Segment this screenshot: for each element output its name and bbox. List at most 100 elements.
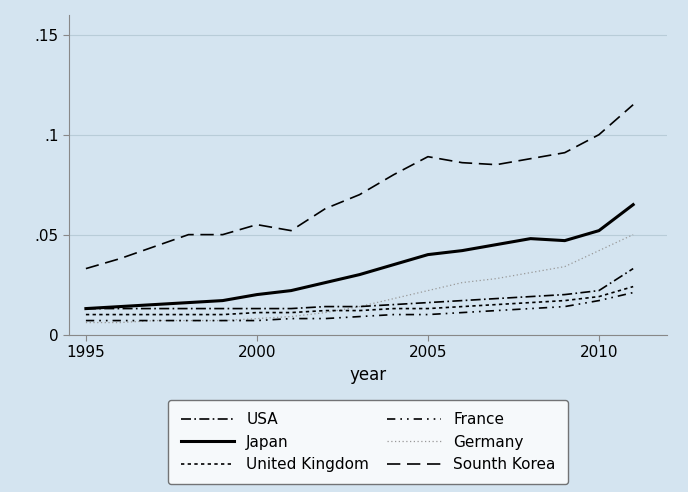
Sounth Korea [116,256,125,262]
Japan [219,298,227,304]
Line: Germany: Germany [86,235,633,323]
Line: Japan: Japan [86,205,633,308]
France [458,309,466,315]
Line: France: France [86,293,633,321]
Sounth Korea [458,160,466,166]
United Kingdom [82,311,90,317]
France [561,304,569,309]
Japan [116,304,125,309]
United Kingdom [629,283,637,289]
Sounth Korea [219,232,227,238]
France [116,318,125,324]
USA [424,300,432,306]
X-axis label: year: year [350,366,387,384]
United Kingdom [389,306,398,311]
Germany [219,318,227,324]
USA [82,306,90,311]
USA [184,306,193,311]
Sounth Korea [252,222,261,228]
USA [116,306,125,311]
Germany [252,316,261,322]
Japan [526,236,535,242]
France [252,318,261,324]
USA [287,306,295,311]
Germany [389,296,398,302]
Sounth Korea [287,228,295,234]
United Kingdom [287,309,295,315]
Japan [424,251,432,257]
France [389,311,398,317]
United Kingdom [252,309,261,315]
France [82,318,90,324]
USA [629,266,637,272]
Germany [184,318,193,324]
Sounth Korea [424,154,432,159]
Japan [389,262,398,268]
Sounth Korea [321,206,330,212]
USA [150,306,158,311]
Germany [150,318,158,324]
Japan [82,306,90,311]
USA [458,298,466,304]
Germany [321,309,330,315]
France [526,306,535,311]
France [150,318,158,324]
Japan [150,302,158,308]
Japan [287,288,295,294]
Legend: USA, Japan, United Kingdom, France, Germany, Sounth Korea: USA, Japan, United Kingdom, France, Germ… [169,400,568,485]
Line: Sounth Korea: Sounth Korea [86,105,633,269]
Germany [492,276,500,281]
Sounth Korea [629,102,637,108]
USA [492,296,500,302]
USA [252,306,261,311]
Sounth Korea [389,172,398,178]
Germany [82,320,90,326]
Line: United Kingdom: United Kingdom [86,286,633,314]
Sounth Korea [526,155,535,161]
France [184,318,193,324]
Japan [595,228,603,234]
France [492,308,500,313]
United Kingdom [356,308,364,313]
USA [526,294,535,300]
Sounth Korea [356,192,364,198]
Germany [424,288,432,294]
France [424,311,432,317]
Sounth Korea [492,162,500,168]
France [629,290,637,296]
United Kingdom [561,298,569,304]
United Kingdom [116,311,125,317]
Japan [629,202,637,208]
Germany [116,320,125,326]
Germany [561,264,569,270]
Germany [287,313,295,319]
United Kingdom [492,302,500,308]
USA [389,302,398,308]
Japan [561,238,569,244]
Japan [184,300,193,306]
Sounth Korea [595,132,603,138]
France [219,318,227,324]
Japan [321,279,330,285]
USA [561,292,569,298]
France [356,313,364,319]
France [595,298,603,304]
USA [219,306,227,311]
Japan [252,292,261,298]
United Kingdom [458,304,466,309]
United Kingdom [219,311,227,317]
United Kingdom [595,294,603,300]
Sounth Korea [82,266,90,272]
United Kingdom [150,311,158,317]
USA [321,304,330,309]
USA [356,304,364,309]
Line: USA: USA [86,269,633,308]
Germany [595,247,603,253]
Germany [526,270,535,276]
Japan [356,272,364,277]
France [321,316,330,322]
Sounth Korea [561,150,569,155]
Germany [629,232,637,238]
United Kingdom [526,300,535,306]
United Kingdom [321,308,330,313]
